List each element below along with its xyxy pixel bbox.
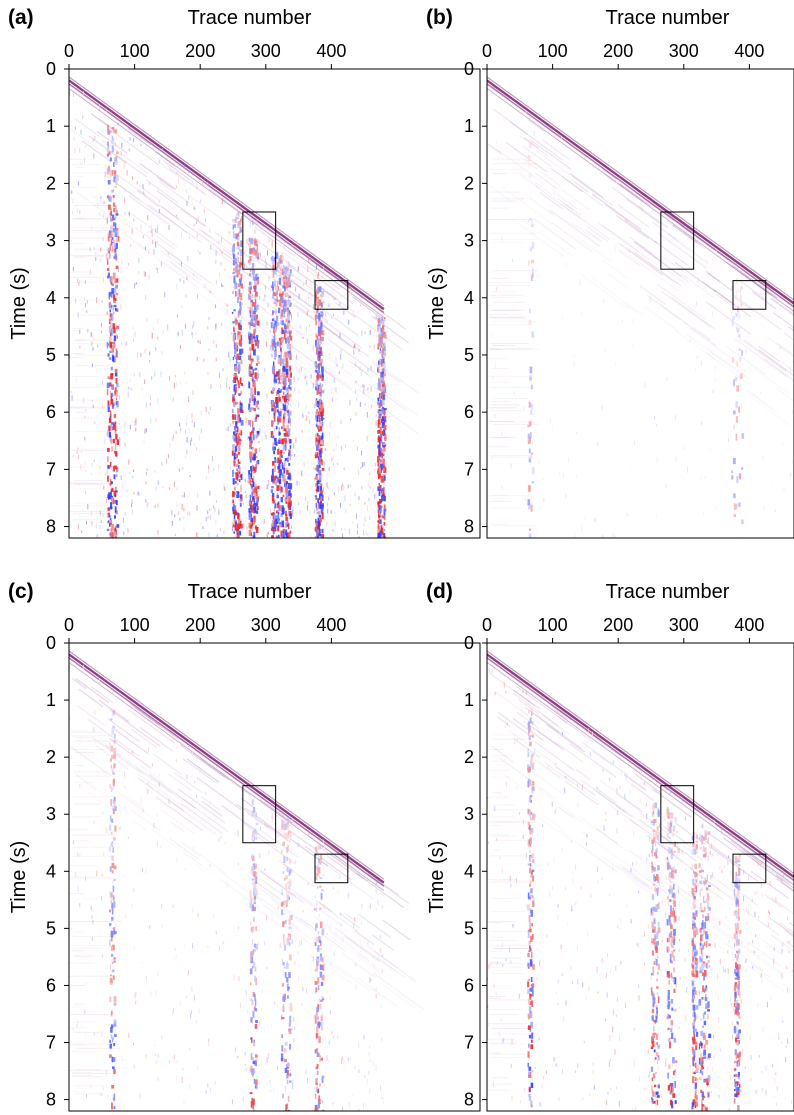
y-tick-label: 5 xyxy=(464,918,474,938)
y-axis-title: Time (s) xyxy=(8,267,30,340)
y-tick-label: 7 xyxy=(464,459,474,479)
y-tick-label: 6 xyxy=(46,402,56,422)
x-tick-label: 0 xyxy=(64,41,74,61)
y-tick-label: 5 xyxy=(46,918,56,938)
panel-label: (d) xyxy=(426,580,453,603)
x-tick-label: 100 xyxy=(120,41,150,61)
y-tick-label: 1 xyxy=(464,690,474,710)
panel-b: 0 100 200 300 400 0 1 2 3 4 5 6 7 8 Trace number Time (… xyxy=(426,6,794,539)
x-tick-label: 300 xyxy=(251,615,281,635)
highlight-box-1 xyxy=(660,785,695,844)
y-tick-label: 2 xyxy=(464,747,474,767)
highlight-box-2 xyxy=(732,853,767,884)
x-tick-label: 200 xyxy=(603,615,633,635)
y-tick-label: 0 xyxy=(464,59,474,79)
plot-frame xyxy=(486,642,794,1112)
y-tick-label: 5 xyxy=(46,345,56,365)
y-tick-label: 2 xyxy=(46,747,56,767)
y-tick-label: 7 xyxy=(46,459,56,479)
seismic-image xyxy=(487,76,794,538)
x-tick-label: 0 xyxy=(482,615,492,635)
x-tick-label: 200 xyxy=(185,41,215,61)
y-tick-label: 0 xyxy=(464,633,474,653)
x-tick-label: 200 xyxy=(185,615,215,635)
y-tick-label: 3 xyxy=(464,231,474,251)
panel-c: 0 100 200 300 400 0 1 2 3 4 5 6 7 8 Trace number Time (… xyxy=(8,580,481,1112)
y-tick-label: 4 xyxy=(464,288,474,308)
y-tick-label: 4 xyxy=(46,861,56,881)
x-tick-label: 200 xyxy=(603,41,633,61)
panel-label: (b) xyxy=(426,6,453,29)
x-tick-label: 100 xyxy=(120,615,150,635)
y-tick-label: 2 xyxy=(464,173,474,193)
highlight-box-1 xyxy=(242,211,277,270)
y-tick-label: 2 xyxy=(46,173,56,193)
x-axis-title: Trace number xyxy=(606,7,730,29)
y-tick-label: 1 xyxy=(464,116,474,136)
y-tick-label: 7 xyxy=(464,1033,474,1053)
x-tick-label: 0 xyxy=(64,615,74,635)
highlight-box-2 xyxy=(314,853,349,884)
y-tick-label: 7 xyxy=(46,1033,56,1053)
seismic-image xyxy=(69,76,419,538)
x-tick-label: 0 xyxy=(482,41,492,61)
x-tick-label: 400 xyxy=(316,615,346,635)
y-tick-label: 3 xyxy=(46,231,56,251)
y-axis-title: Time (s) xyxy=(426,841,448,914)
x-axis-title: Trace number xyxy=(606,581,730,603)
y-tick-label: 8 xyxy=(464,1090,474,1110)
y-tick-label: 8 xyxy=(46,1090,56,1110)
y-tick-label: 8 xyxy=(46,517,56,537)
y-tick-label: 0 xyxy=(46,59,56,79)
panel-a: 0 100 200 300 400 0 1 2 3 4 5 6 7 8 Trace number Time (… xyxy=(8,6,481,539)
highlight-box-2 xyxy=(314,280,349,310)
x-tick-label: 400 xyxy=(734,615,764,635)
y-tick-label: 4 xyxy=(464,861,474,881)
y-tick-label: 1 xyxy=(46,116,56,136)
y-tick-label: 1 xyxy=(46,690,56,710)
x-tick-label: 100 xyxy=(538,41,568,61)
y-tick-label: 6 xyxy=(464,975,474,995)
x-tick-label: 400 xyxy=(734,41,764,61)
x-tick-label: 300 xyxy=(669,41,699,61)
y-tick-label: 8 xyxy=(464,517,474,537)
x-axis-title: Trace number xyxy=(188,7,312,29)
x-tick-label: 400 xyxy=(316,41,346,61)
y-tick-label: 3 xyxy=(464,804,474,824)
x-tick-label: 300 xyxy=(251,41,281,61)
seismic-image xyxy=(487,650,794,1111)
y-tick-label: 6 xyxy=(464,402,474,422)
y-tick-label: 6 xyxy=(46,975,56,995)
plot-frame xyxy=(68,68,481,539)
highlight-box-1 xyxy=(242,785,277,844)
y-tick-label: 4 xyxy=(46,288,56,308)
x-axis-title: Trace number xyxy=(188,581,312,603)
x-tick-label: 100 xyxy=(538,615,568,635)
panel-d: 0 100 200 300 400 0 1 2 3 4 5 6 7 8 Trace number Time (… xyxy=(426,580,794,1112)
y-tick-label: 0 xyxy=(46,633,56,653)
plot-frame xyxy=(68,642,481,1112)
y-tick-label: 5 xyxy=(464,345,474,365)
seismic-image xyxy=(69,650,425,1111)
highlight-box-2 xyxy=(732,280,767,310)
y-axis-title: Time (s) xyxy=(8,841,30,914)
x-tick-label: 300 xyxy=(669,615,699,635)
plot-frame xyxy=(486,68,794,539)
highlight-box-1 xyxy=(660,211,695,270)
y-axis-title: Time (s) xyxy=(426,267,448,340)
panel-label: (c) xyxy=(8,580,34,603)
panel-label: (a) xyxy=(8,6,34,29)
y-tick-label: 3 xyxy=(46,804,56,824)
